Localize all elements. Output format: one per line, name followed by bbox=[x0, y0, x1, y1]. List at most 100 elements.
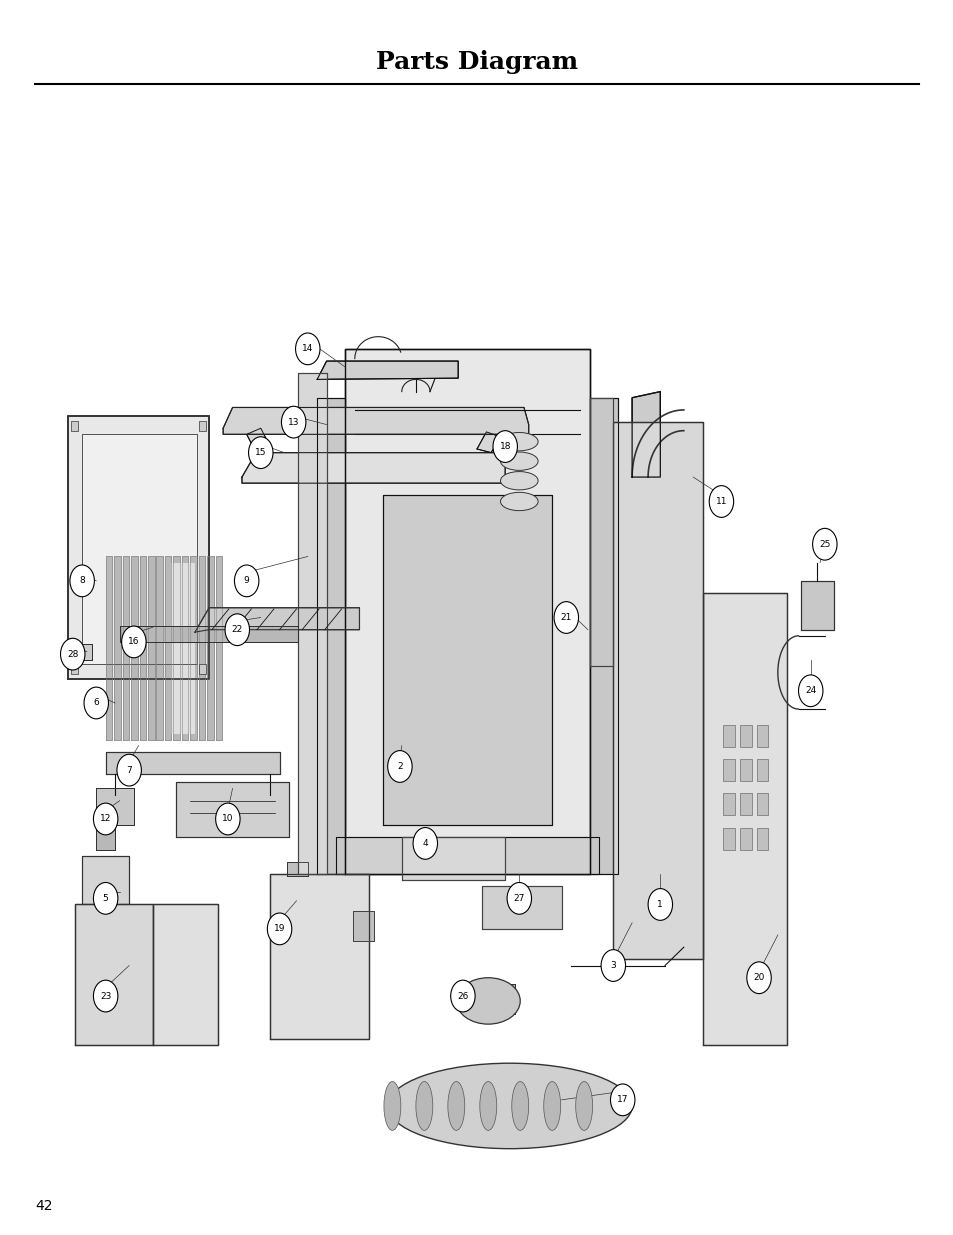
Text: 21: 21 bbox=[560, 613, 572, 622]
Polygon shape bbox=[215, 557, 222, 740]
Circle shape bbox=[70, 564, 94, 597]
Bar bbox=[757, 827, 767, 850]
Circle shape bbox=[234, 564, 258, 597]
Text: 5: 5 bbox=[103, 894, 109, 903]
Polygon shape bbox=[156, 557, 163, 740]
Circle shape bbox=[215, 803, 240, 835]
Circle shape bbox=[610, 1084, 635, 1115]
Polygon shape bbox=[182, 557, 188, 740]
Polygon shape bbox=[106, 752, 279, 774]
Circle shape bbox=[387, 751, 412, 782]
Text: 16: 16 bbox=[128, 637, 139, 646]
Polygon shape bbox=[194, 608, 359, 632]
Polygon shape bbox=[401, 837, 505, 881]
Circle shape bbox=[554, 601, 578, 634]
Polygon shape bbox=[801, 580, 833, 630]
Text: 8: 8 bbox=[79, 577, 85, 585]
Circle shape bbox=[450, 981, 475, 1011]
Polygon shape bbox=[172, 563, 194, 734]
Text: 42: 42 bbox=[35, 1199, 52, 1214]
Bar bbox=[740, 793, 751, 815]
Text: 7: 7 bbox=[126, 766, 132, 774]
Polygon shape bbox=[382, 495, 552, 825]
Polygon shape bbox=[270, 874, 369, 1039]
Circle shape bbox=[93, 981, 118, 1011]
Polygon shape bbox=[122, 557, 129, 740]
Circle shape bbox=[225, 614, 250, 646]
Text: 23: 23 bbox=[100, 992, 112, 1000]
Circle shape bbox=[84, 687, 109, 719]
Ellipse shape bbox=[447, 1082, 464, 1130]
Circle shape bbox=[281, 406, 306, 438]
Text: 27: 27 bbox=[513, 894, 524, 903]
Polygon shape bbox=[68, 416, 209, 678]
Ellipse shape bbox=[500, 472, 537, 490]
Bar bbox=[722, 793, 734, 815]
Polygon shape bbox=[247, 429, 270, 453]
Polygon shape bbox=[82, 435, 196, 664]
Text: 14: 14 bbox=[302, 345, 314, 353]
Polygon shape bbox=[120, 626, 298, 642]
Bar bbox=[722, 725, 734, 747]
Text: 22: 22 bbox=[232, 625, 243, 635]
Text: 11: 11 bbox=[715, 496, 726, 506]
Polygon shape bbox=[467, 984, 514, 1014]
Circle shape bbox=[122, 626, 146, 658]
Text: 20: 20 bbox=[753, 973, 764, 982]
Polygon shape bbox=[63, 645, 91, 661]
Polygon shape bbox=[106, 557, 112, 740]
Text: 24: 24 bbox=[804, 687, 816, 695]
Polygon shape bbox=[345, 348, 589, 874]
Ellipse shape bbox=[383, 1082, 400, 1130]
Ellipse shape bbox=[500, 432, 537, 451]
Text: 6: 6 bbox=[93, 699, 99, 708]
Bar bbox=[757, 793, 767, 815]
Polygon shape bbox=[176, 782, 289, 837]
Polygon shape bbox=[702, 593, 786, 1045]
Polygon shape bbox=[139, 557, 146, 740]
Bar bbox=[757, 725, 767, 747]
Polygon shape bbox=[589, 398, 613, 667]
Circle shape bbox=[60, 638, 85, 671]
Circle shape bbox=[812, 529, 836, 561]
Polygon shape bbox=[198, 557, 205, 740]
Polygon shape bbox=[190, 557, 196, 740]
Circle shape bbox=[267, 913, 292, 945]
Bar bbox=[722, 760, 734, 781]
Ellipse shape bbox=[416, 1082, 433, 1130]
Text: 28: 28 bbox=[67, 650, 78, 658]
Polygon shape bbox=[152, 904, 218, 1045]
Bar bbox=[198, 421, 206, 431]
Polygon shape bbox=[148, 557, 154, 740]
Polygon shape bbox=[476, 432, 500, 453]
Circle shape bbox=[249, 437, 273, 468]
Circle shape bbox=[493, 431, 517, 462]
Circle shape bbox=[600, 950, 625, 982]
Polygon shape bbox=[287, 862, 308, 877]
Text: 26: 26 bbox=[456, 992, 468, 1000]
Bar bbox=[71, 664, 78, 673]
Polygon shape bbox=[96, 788, 133, 825]
Polygon shape bbox=[316, 361, 457, 379]
Text: Parts Diagram: Parts Diagram bbox=[375, 49, 578, 74]
Text: 15: 15 bbox=[254, 448, 266, 457]
Circle shape bbox=[647, 889, 672, 920]
Polygon shape bbox=[114, 557, 121, 740]
Circle shape bbox=[746, 962, 770, 994]
Bar bbox=[722, 827, 734, 850]
Circle shape bbox=[413, 827, 437, 860]
Polygon shape bbox=[481, 887, 561, 929]
Bar bbox=[198, 664, 206, 673]
Polygon shape bbox=[96, 819, 115, 850]
Ellipse shape bbox=[511, 1082, 528, 1130]
Text: 1: 1 bbox=[657, 900, 662, 909]
Circle shape bbox=[93, 883, 118, 914]
Polygon shape bbox=[74, 904, 152, 1045]
Circle shape bbox=[708, 485, 733, 517]
Text: 10: 10 bbox=[222, 815, 233, 824]
Ellipse shape bbox=[575, 1082, 592, 1130]
Ellipse shape bbox=[543, 1082, 560, 1130]
Polygon shape bbox=[353, 910, 374, 941]
Bar bbox=[757, 760, 767, 781]
Polygon shape bbox=[173, 557, 180, 740]
